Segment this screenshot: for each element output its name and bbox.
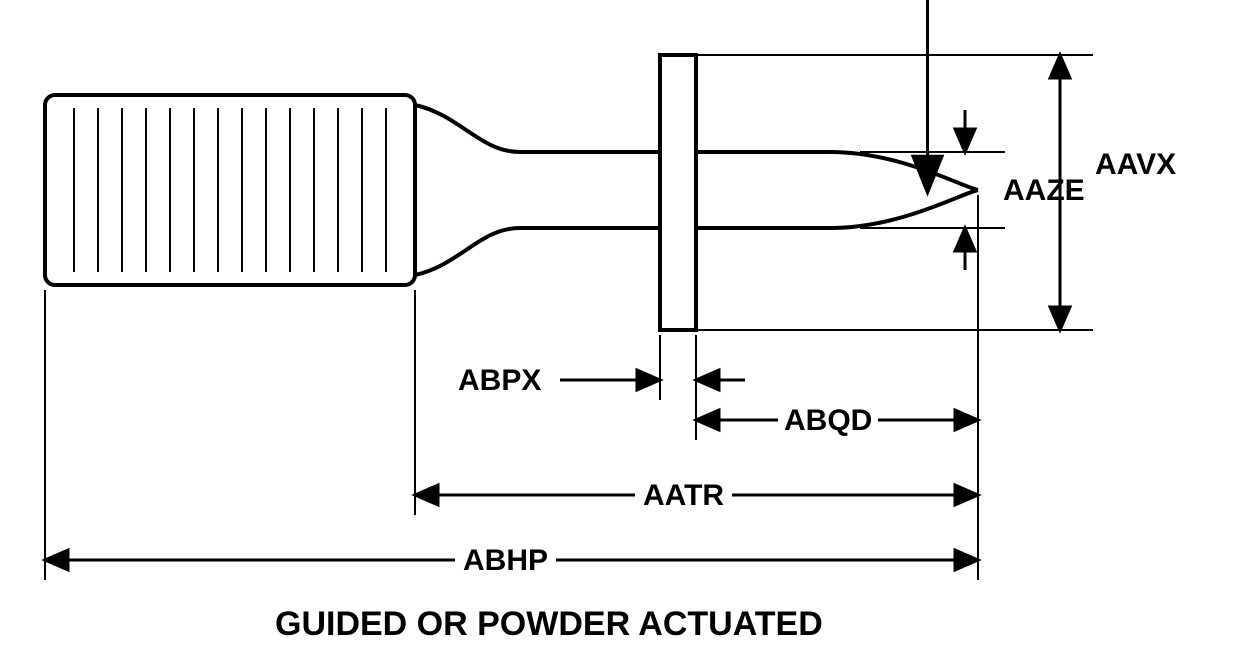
label-abhp: ABHP bbox=[455, 544, 556, 578]
extension-lines bbox=[45, 55, 1093, 580]
stud-outline bbox=[45, 55, 978, 330]
diagram-canvas: AAVX AAZE ABPX ABQD AATR ABHP GUIDED OR … bbox=[0, 0, 1257, 656]
label-abpx: ABPX bbox=[458, 364, 541, 398]
knurl-hatch bbox=[74, 108, 386, 272]
label-aaze: AAZE bbox=[1003, 174, 1085, 208]
label-aavx: AAVX bbox=[1095, 148, 1176, 182]
label-abqd: ABQD bbox=[778, 404, 878, 438]
label-aatr: AATR bbox=[635, 479, 732, 513]
dim-arrows-drawn bbox=[45, 55, 1070, 570]
diagram-title: GUIDED OR POWDER ACTUATED bbox=[275, 605, 823, 644]
diagram-svg bbox=[0, 0, 1257, 656]
